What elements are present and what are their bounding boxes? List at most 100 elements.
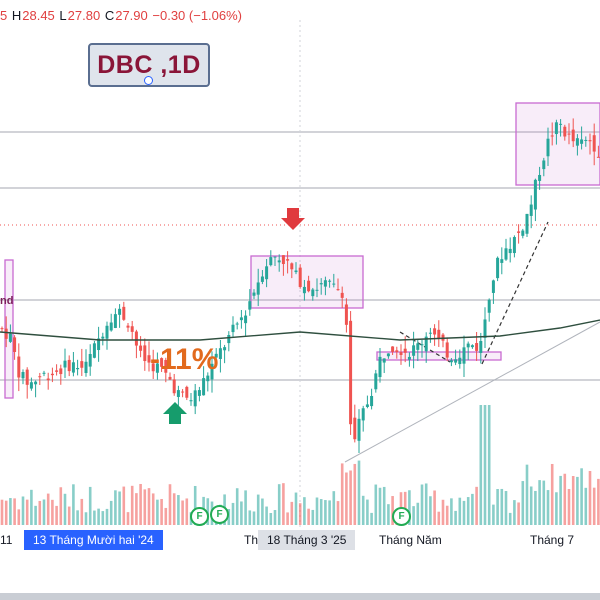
volume-bar	[118, 491, 121, 525]
volume-bar	[345, 472, 348, 525]
candle-body	[302, 286, 306, 294]
time-tick: Tháng Năm	[379, 533, 442, 547]
candle-body	[160, 358, 164, 367]
volume-bar	[550, 463, 554, 525]
volume-bar	[122, 486, 126, 525]
volume-bar	[475, 486, 478, 525]
volume-bar	[109, 500, 113, 525]
volume-bar	[513, 500, 516, 525]
volume-bar	[139, 483, 142, 525]
volume-bar	[156, 499, 159, 525]
volume-bar	[114, 490, 117, 525]
candle-body	[269, 257, 273, 266]
candle-body	[80, 361, 84, 368]
trend-line-dashed	[481, 221, 549, 365]
volume-bar	[265, 506, 268, 525]
candle-body	[130, 326, 134, 332]
volume-bar	[282, 483, 285, 525]
candle-body	[206, 375, 210, 382]
volume-bar	[240, 501, 243, 525]
scrollbar[interactable]	[0, 593, 600, 600]
candle-body	[391, 346, 395, 352]
f-event-badge[interactable]: F	[210, 505, 229, 524]
candle-body	[17, 356, 21, 378]
candle-body	[210, 363, 214, 380]
time-axis[interactable]: 11 13 Tháng Mười hai '24 Th 18 Tháng 3 '…	[0, 530, 600, 550]
candle-body	[349, 320, 353, 425]
candle-body	[424, 336, 428, 352]
volume-bar	[147, 488, 151, 525]
volume-bar	[76, 510, 79, 525]
candle-body	[475, 343, 479, 351]
candle-body	[122, 306, 126, 320]
candle-body	[13, 337, 17, 352]
volume-bar	[340, 463, 344, 525]
candle-body	[55, 370, 59, 372]
volume-bar	[429, 496, 432, 525]
volume-bar	[303, 497, 306, 525]
volume-bar	[38, 500, 42, 525]
volume-bar	[34, 505, 37, 525]
candle-body	[223, 347, 227, 351]
percent-drop-label[interactable]: -11%	[150, 343, 219, 376]
candle-body	[416, 343, 420, 350]
trend-line	[344, 321, 600, 463]
candle-body	[34, 381, 38, 385]
candle-body	[521, 230, 525, 236]
volume-bar	[487, 405, 491, 525]
volume-bar	[458, 497, 462, 525]
candle-body	[336, 289, 340, 291]
volume-bar	[51, 499, 54, 525]
volume-bar	[4, 500, 8, 525]
candle-body	[8, 333, 12, 342]
candle-body	[265, 266, 269, 280]
drag-handle[interactable]	[144, 76, 153, 85]
candle-body	[113, 314, 117, 328]
candle-body	[109, 322, 113, 331]
candle-body	[277, 260, 281, 263]
candle-body	[588, 140, 592, 142]
candle-body	[563, 126, 567, 137]
candle-body	[235, 323, 239, 325]
candle-body	[496, 257, 500, 279]
volume-bar	[387, 504, 390, 525]
f-event-badge[interactable]: F	[392, 507, 411, 526]
volume-bar	[185, 498, 189, 525]
candle-body	[571, 129, 575, 142]
symbol-label-box[interactable]: DBC ,1D	[88, 43, 210, 87]
candle-body	[227, 335, 231, 344]
candle-body	[239, 317, 243, 321]
volume-bar	[269, 512, 273, 525]
candle-body	[454, 359, 458, 363]
candle-body	[407, 356, 411, 360]
volume-bar	[160, 498, 163, 525]
volume-bar	[349, 470, 352, 525]
candle-body	[458, 357, 462, 365]
volume-bar	[580, 468, 583, 525]
volume-bar	[227, 509, 231, 525]
ohlc-high-value: 28.45	[22, 8, 55, 23]
volume-bar	[168, 484, 172, 525]
candle-body	[449, 360, 453, 363]
candle-body	[319, 283, 323, 285]
volume-bar	[433, 490, 436, 525]
volume-bar	[412, 506, 415, 525]
candle-body	[252, 292, 256, 296]
candle-body	[50, 373, 54, 376]
volume-bar	[143, 489, 147, 525]
candle-body	[286, 259, 290, 261]
volume-bar	[584, 487, 588, 525]
volume-bar	[80, 498, 84, 525]
volume-bar	[466, 497, 470, 525]
candle-body	[470, 345, 474, 348]
time-tick: Tháng 7	[530, 533, 575, 547]
volume-bar	[286, 512, 289, 525]
candle-body	[231, 324, 235, 333]
volume-bar	[105, 508, 109, 525]
f-event-badge[interactable]: F	[190, 507, 209, 526]
candle-body	[575, 138, 579, 146]
volume-bar	[382, 486, 386, 525]
candle-body	[433, 328, 437, 335]
